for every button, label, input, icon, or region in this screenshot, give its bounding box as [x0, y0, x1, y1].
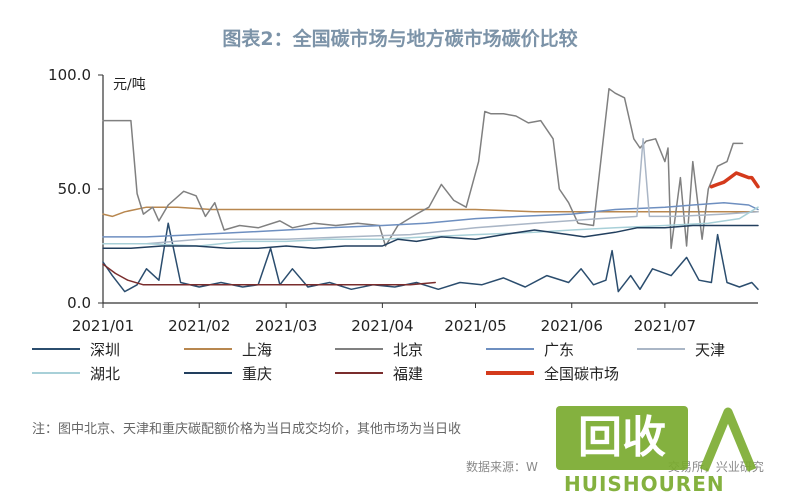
legend-item: 广东 [486, 338, 574, 360]
legend-label: 湖北 [90, 364, 121, 383]
chart-axes: 0.0 50.0 100.0 元/吨 2021/01 2021/02 2021/03 2021… [48, 66, 758, 335]
watermark-mark-icon [699, 407, 757, 472]
x-tick-label: 2021/07 [634, 317, 696, 335]
legend-item: 上海 [184, 338, 272, 360]
series-line-重庆 [102, 224, 759, 250]
legend-item: 全国碳市场 [486, 362, 619, 384]
legend-swatch [184, 348, 232, 350]
legend-label: 天津 [695, 340, 726, 359]
x-tick-label: 2021/05 [444, 317, 506, 335]
legend-swatch [335, 348, 383, 350]
legend-label: 上海 [242, 340, 273, 359]
series-line-北京 [102, 87, 744, 250]
legend-label: 全国碳市场 [544, 364, 620, 383]
line-chart: 0.0 50.0 100.0 元/吨 2021/01 2021/02 2021/03 2021… [48, 66, 760, 335]
legend-item: 湖北 [32, 362, 120, 384]
watermark-box: 回收 [556, 406, 688, 470]
legend-label: 福建 [393, 364, 424, 383]
y-tick-label: 50.0 [58, 180, 91, 198]
x-tick-label: 2021/02 [168, 317, 230, 335]
legend-item: 重庆 [184, 362, 272, 384]
legend-swatch [32, 348, 80, 350]
legend-item: 深圳 [32, 338, 120, 360]
y-tick-label: 100.0 [48, 66, 91, 84]
chart-title: 图表2：全国碳市场与地方碳市场碳价比较 [222, 28, 578, 50]
watermark-brand: HUISHOUREN [564, 472, 725, 496]
legend-item: 福建 [335, 362, 423, 384]
x-tick-label: 2021/06 [541, 317, 603, 335]
legend-swatch [637, 348, 685, 350]
legend-label: 重庆 [242, 364, 273, 383]
series-line-上海 [102, 206, 759, 218]
legend-item: 天津 [637, 338, 725, 360]
series-line-福建 [102, 263, 436, 286]
x-tick-label: 2021/01 [72, 317, 134, 335]
y-tick-label: 0.0 [67, 294, 91, 312]
source-label: 数据来源：W [466, 460, 538, 474]
x-tick-label: 2021/04 [351, 317, 413, 335]
chart-note: 注：图中北京、天津和重庆碳配额价格为当日成交均价，其他市场为当日收 [32, 422, 462, 437]
legend-label: 广东 [544, 340, 575, 359]
source-tail: 交易所，兴业研究 [667, 460, 764, 474]
legend-swatch [335, 372, 383, 374]
series-line-天津 [102, 138, 759, 245]
chart-series [102, 87, 760, 293]
chart-legend: 深圳 上海 北京 广东 天津湖北 重庆 福建 全国碳市场 [32, 338, 772, 386]
chart-source: 数据来源：W 交易所，兴业研究 [466, 458, 764, 475]
series-line-广东 [102, 201, 759, 238]
legend-item: 北京 [335, 338, 423, 360]
series-line-深圳 [102, 222, 759, 293]
series-line-全国碳市场 [709, 171, 760, 189]
y-unit-label: 元/吨 [113, 77, 146, 93]
legend-label: 北京 [393, 340, 424, 359]
legend-swatch [184, 372, 232, 374]
legend-swatch [32, 372, 80, 374]
legend-label: 深圳 [90, 340, 121, 359]
series-line-湖北 [102, 206, 759, 247]
legend-swatch [486, 348, 534, 350]
legend-swatch [486, 371, 534, 375]
watermark-logo: 回收 HUISHOUREN [546, 398, 776, 498]
x-tick-label: 2021/03 [255, 317, 317, 335]
